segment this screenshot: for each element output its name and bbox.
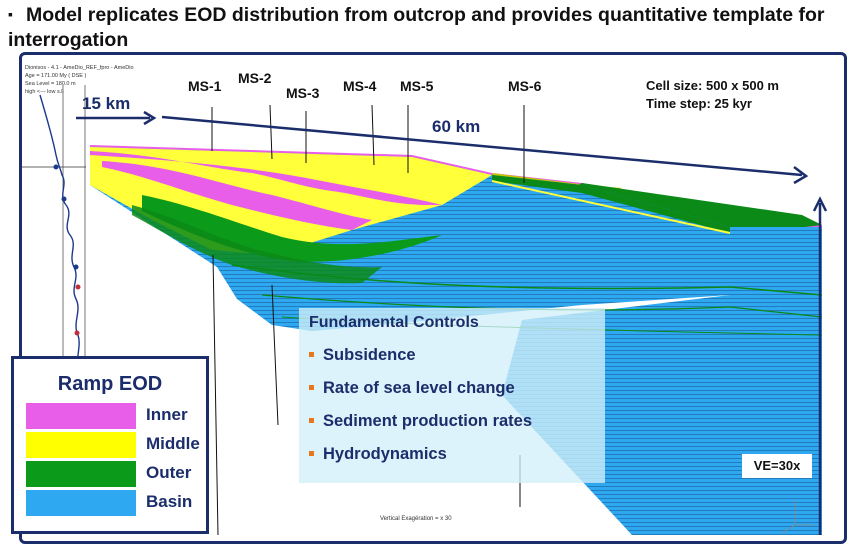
axis-gizmo-icon (781, 501, 814, 534)
legend-label-basin: Basin (146, 492, 193, 511)
well-label-ms4: MS-4 (343, 78, 377, 94)
slide-title: ▪ Model replicates EOD distribution from … (8, 2, 858, 53)
legend-swatch-outer (26, 461, 136, 487)
control-item: Hydrodynamics (309, 445, 447, 464)
title-text: Model replicates EOD distribution from o… (8, 4, 825, 51)
bullet-square-icon (309, 385, 314, 390)
legend-swatch-inner (26, 403, 136, 429)
legend-label-middle: Middle (146, 434, 200, 453)
well-label-ms6: MS-6 (508, 78, 542, 94)
distance-arrows (76, 110, 828, 535)
legend-swatch-middle (26, 432, 136, 458)
distance-60km: 60 km (432, 117, 481, 136)
legend-label-inner: Inner (146, 405, 188, 424)
bullet-square-icon (309, 352, 314, 357)
time-step: Time step: 25 kyr (646, 96, 752, 111)
control-item: Subsidence (309, 346, 416, 365)
well-label-ms3: MS-3 (286, 85, 320, 101)
well-lines (211, 104, 525, 536)
control-label: Subsidence (323, 346, 416, 364)
bullet-icon: ▪ (8, 6, 13, 22)
well-label-ms5: MS-5 (400, 78, 434, 94)
distance-15km: 15 km (82, 94, 131, 113)
controls-heading: Fundamental Controls (309, 314, 479, 331)
model-parameters: Cell size: 500 x 500 m Time step: 25 kyr (646, 77, 779, 113)
legend-title: Ramp EOD (57, 373, 163, 395)
control-label: Hydrodynamics (323, 445, 447, 463)
control-item: Sediment production rates (309, 412, 532, 431)
legend-swatch-basin (26, 490, 136, 516)
outer-ramp-belt (142, 195, 442, 262)
software-info: Dionisos - 4.1 - AmeDio_REF_fpro - AmeDi… (25, 64, 134, 96)
software-line-1: Dionisos - 4.1 - AmeDio_REF_fpro - AmeDi… (25, 65, 134, 71)
ramp-eod-legend: Ramp EOD Inner Middle Outer Basin (11, 356, 209, 534)
fundamental-controls-panel: Fundamental Controls Subsidence Rate of … (299, 308, 605, 483)
bullet-square-icon (309, 418, 314, 423)
inner-ramp-belt-2 (102, 161, 372, 230)
vertical-exaggeration-label: VE=30x (742, 454, 812, 478)
legend-label-outer: Outer (146, 463, 192, 482)
well-label-ms1: MS-1 (188, 78, 222, 94)
outer-ramp-belt-lower (132, 205, 382, 284)
software-line-2: Age = 171.00 My ( DSE ) (25, 73, 87, 79)
bullet-square-icon (309, 451, 314, 456)
outer-ramp-front (492, 175, 730, 233)
software-line-4: high <--- low s.l. (25, 89, 64, 95)
model-frame (19, 52, 847, 544)
cell-size: Cell size: 500 x 500 m (646, 78, 779, 93)
inner-ramp-belt-1 (90, 151, 442, 205)
control-label: Sediment production rates (323, 412, 533, 430)
well-label-ms2: MS-2 (238, 70, 272, 86)
control-item: Rate of sea level change (309, 379, 515, 398)
software-line-3: Sea Level = 180.0 m (25, 81, 76, 87)
control-label: Rate of sea level change (323, 379, 515, 397)
vertical-exaggeration-caption: Vertical Exagération = x 30 (380, 516, 452, 522)
